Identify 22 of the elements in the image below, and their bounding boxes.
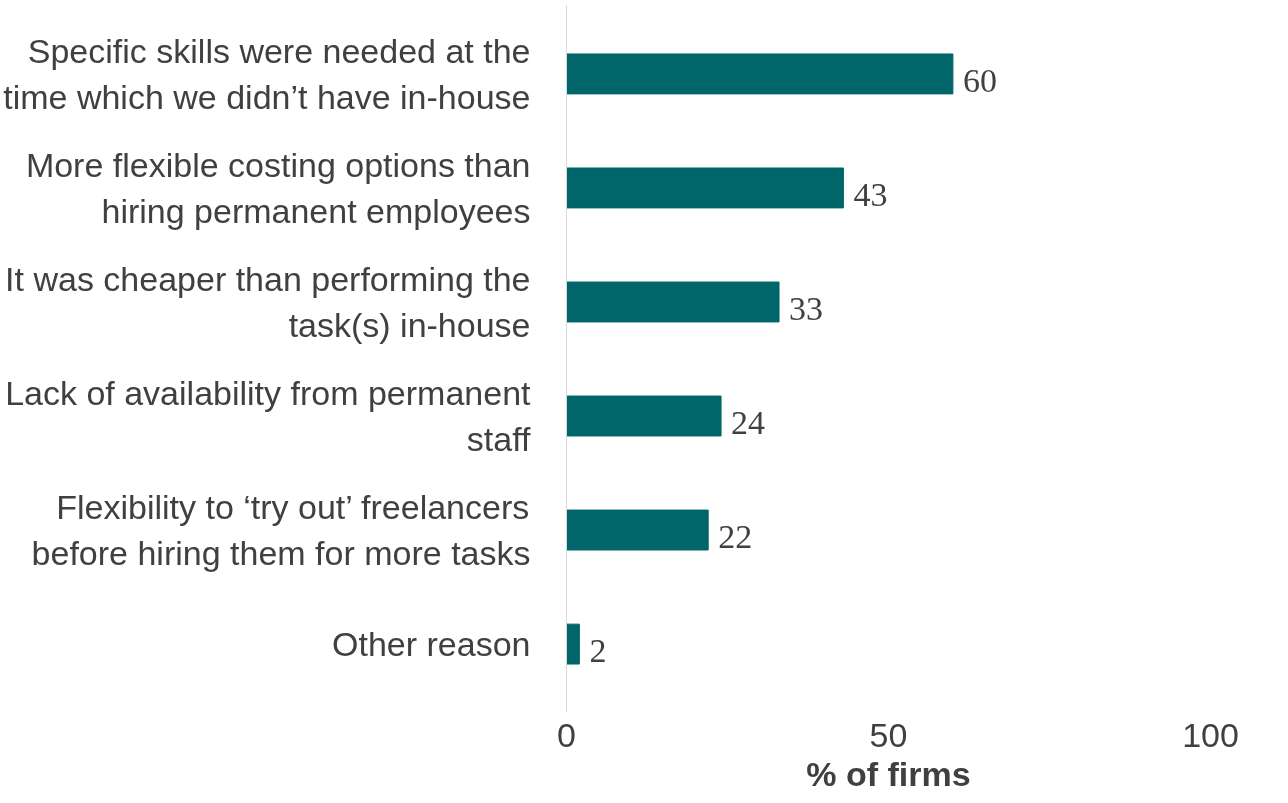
bar xyxy=(566,167,844,209)
data-label: 60 xyxy=(962,61,997,99)
x-axis-title: % of firms xyxy=(806,754,971,793)
x-tick-label: 100 xyxy=(1182,715,1239,754)
y-tick-label: It was cheaper than performing the task(s) in-house xyxy=(5,260,531,344)
y-tick-label: Other reason xyxy=(332,625,531,664)
data-label: 33 xyxy=(789,289,824,327)
bar xyxy=(566,281,780,323)
data-label: 22 xyxy=(718,518,753,556)
x-tick-label: 50 xyxy=(869,715,908,754)
data-label: 24 xyxy=(731,404,766,442)
data-label: 2 xyxy=(589,632,607,670)
bar xyxy=(566,53,954,95)
y-tick-label: Specific skills were needed at the time which we didn’t have in-house xyxy=(3,32,531,116)
y-tick-label: Flexibility to ‘try out’ freelancers before hiring them for more tasks xyxy=(31,488,531,572)
y-tick-label: Lack of availability from permanent staff xyxy=(5,374,532,458)
bar xyxy=(566,509,709,551)
data-label: 43 xyxy=(853,175,888,213)
y-tick-label: More flexible costing options than hiring permanent employees xyxy=(25,146,531,230)
bar xyxy=(566,395,722,437)
x-tick-label: 0 xyxy=(557,715,576,754)
bar xyxy=(566,623,580,665)
